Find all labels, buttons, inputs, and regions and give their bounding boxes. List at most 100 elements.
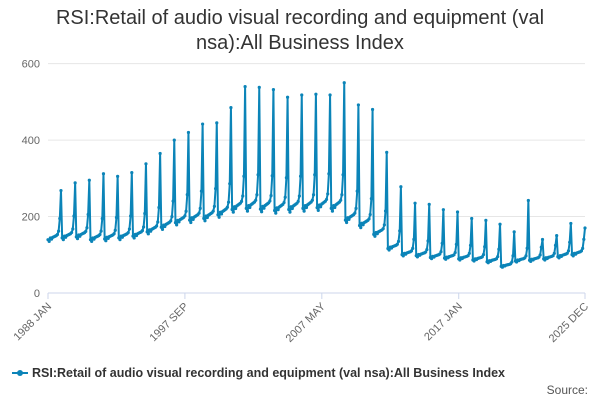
data-point xyxy=(113,228,117,232)
data-point xyxy=(126,230,130,235)
data-point xyxy=(342,81,346,85)
chart-title-line-2: nsa):All Business Index xyxy=(196,32,404,54)
data-point xyxy=(198,206,202,210)
data-point xyxy=(571,254,575,258)
data-point xyxy=(412,237,416,241)
chart-title-line-1: RSI:Retail of audio visual recording and… xyxy=(55,7,545,29)
legend-label: RSI:Retail of audio visual recording and… xyxy=(32,366,506,380)
data-point xyxy=(55,232,60,237)
data-point xyxy=(170,215,174,219)
data-point xyxy=(319,205,323,209)
data-point xyxy=(271,88,276,92)
data-point xyxy=(90,239,94,243)
data-point xyxy=(298,174,303,178)
data-point xyxy=(453,250,457,255)
data-point xyxy=(213,187,218,191)
data-point xyxy=(100,216,104,221)
data-point xyxy=(301,206,305,210)
data-point xyxy=(324,197,329,202)
data-point xyxy=(130,170,134,175)
data-point xyxy=(314,92,318,96)
data-point xyxy=(340,193,344,197)
data-point xyxy=(387,248,391,252)
data-point xyxy=(255,193,259,197)
data-point xyxy=(310,198,314,202)
data-point xyxy=(398,229,402,233)
x-axis: 1988 JAN 1997 SEP 2007 MAY 2017 JAN 2025 DEC xyxy=(11,292,591,345)
data-point xyxy=(440,241,444,245)
data-point xyxy=(257,85,261,89)
data-point xyxy=(245,209,250,213)
data-point xyxy=(300,93,304,97)
data-point xyxy=(73,181,77,185)
data-point xyxy=(98,232,102,237)
data-point xyxy=(112,232,116,236)
data-point xyxy=(268,199,272,203)
data-point xyxy=(399,185,403,189)
data-point xyxy=(244,206,248,210)
data-point xyxy=(228,182,232,186)
data-point xyxy=(283,195,287,199)
data-point xyxy=(216,213,220,217)
x-tick-label: 1997 SEP xyxy=(148,301,192,345)
x-tick-label: 2017 JAN xyxy=(422,301,465,344)
y-tick-label: 600 xyxy=(22,59,40,71)
data-point xyxy=(304,205,309,210)
data-point xyxy=(229,106,233,110)
data-point xyxy=(242,174,246,178)
data-point xyxy=(175,223,179,227)
data-point xyxy=(248,205,252,210)
data-point xyxy=(582,237,586,241)
data-point xyxy=(368,212,372,217)
data-point xyxy=(524,254,528,258)
data-point xyxy=(116,174,120,179)
data-point xyxy=(146,232,150,236)
data-point xyxy=(85,226,89,230)
data-point xyxy=(285,95,290,99)
data-point xyxy=(354,206,358,210)
data-point xyxy=(583,226,587,230)
data-point xyxy=(426,239,430,243)
data-point xyxy=(101,172,106,176)
data-point xyxy=(328,93,332,97)
data-point xyxy=(47,239,51,243)
data-point xyxy=(144,162,148,166)
data-point xyxy=(234,206,238,211)
x-tick-label: 2007 MAY xyxy=(284,300,329,345)
data-point xyxy=(382,223,386,227)
data-point xyxy=(75,237,80,241)
data-point xyxy=(425,248,429,252)
data-point xyxy=(415,255,420,259)
data-point xyxy=(327,172,331,176)
data-point xyxy=(385,150,389,154)
data-point xyxy=(369,196,373,201)
data-point xyxy=(276,208,280,212)
data-point xyxy=(526,198,530,203)
data-point xyxy=(297,194,301,198)
data-point xyxy=(273,208,277,213)
legend[interactable]: RSI:Retail of audio visual recording and… xyxy=(12,366,505,380)
data-point xyxy=(217,215,221,219)
data-point xyxy=(455,210,460,214)
data-point xyxy=(59,188,63,193)
x-tick-label: 2025 DEC xyxy=(547,301,591,345)
data-point xyxy=(383,209,388,213)
data-point xyxy=(183,214,187,218)
data-point xyxy=(189,220,193,225)
data-point xyxy=(142,225,146,229)
data-point xyxy=(313,173,317,177)
data-point xyxy=(269,193,273,198)
data-point xyxy=(468,243,473,247)
data-point xyxy=(345,220,349,225)
data-point xyxy=(311,193,316,197)
data-point xyxy=(367,217,371,221)
data-point xyxy=(359,226,363,230)
data-point xyxy=(114,215,119,220)
y-tick-label: 0 xyxy=(34,288,40,300)
legend-line-marker-icon xyxy=(12,367,28,379)
data-point xyxy=(333,205,337,210)
data-point xyxy=(326,192,330,196)
data-point xyxy=(413,201,417,205)
data-point xyxy=(169,219,173,223)
series-layer xyxy=(46,81,587,269)
